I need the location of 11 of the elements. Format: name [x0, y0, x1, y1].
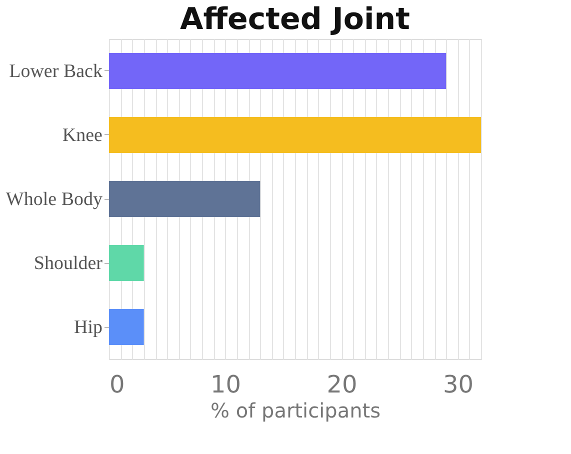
y-tick-label: Shoulder — [34, 253, 104, 274]
x-axis-title: % of participants — [210, 398, 381, 422]
chart-title: Affected Joint — [180, 2, 410, 37]
x-tick-label: 0 — [110, 370, 125, 398]
x-tick-label: 20 — [326, 370, 358, 398]
y-tick-label: Lower Back — [9, 61, 103, 82]
x-tick-label: 30 — [442, 370, 474, 398]
y-tick-label: Knee — [62, 125, 102, 146]
y-tick-label: Whole Body — [6, 189, 103, 210]
x-tick-label: 10 — [210, 370, 242, 398]
y-tick-label: Hip — [74, 317, 102, 338]
